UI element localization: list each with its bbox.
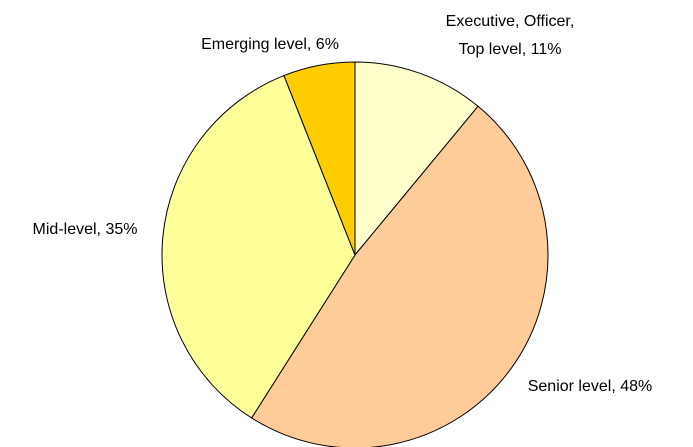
slice-label: Mid-level, 35% (33, 221, 138, 238)
slice-label: Senior level, 48% (528, 378, 653, 395)
slice-label: Executive, Officer, (446, 13, 575, 30)
pie-slice (250, 105, 549, 447)
pie-slice (283, 61, 356, 256)
pie-slice (161, 74, 356, 419)
pie-slice (354, 61, 479, 257)
slice-label: Emerging level, 6% (201, 36, 339, 53)
slice-label: Top level, 11% (459, 41, 562, 58)
